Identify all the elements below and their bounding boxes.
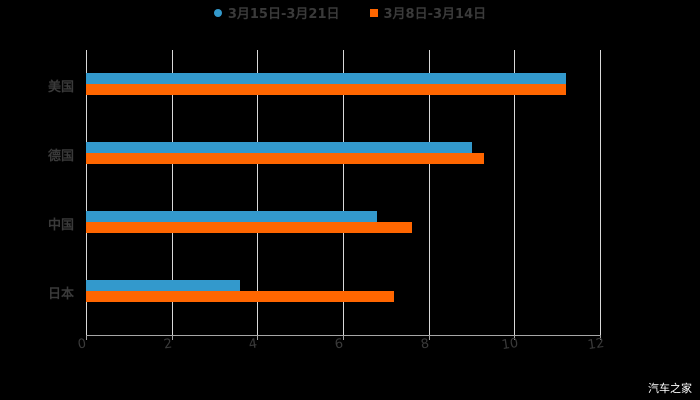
x-tick (428, 335, 430, 340)
bar[interactable] (86, 211, 378, 222)
bar[interactable] (86, 280, 241, 291)
gridline (428, 50, 430, 335)
x-tick (600, 335, 601, 340)
x-tick (257, 335, 259, 340)
category-label: 中国 (48, 218, 75, 233)
x-tick-label: 12 (586, 335, 606, 354)
gridline (171, 50, 173, 335)
legend: 3月15日-3月21日 3月8日-3月14日 (0, 3, 700, 22)
gridline (86, 50, 87, 335)
bar[interactable] (86, 73, 566, 84)
x-tick (171, 335, 173, 340)
category-label: 日本 (48, 287, 75, 302)
x-tick (514, 335, 516, 340)
x-tick (86, 335, 87, 340)
x-tick-label: 2 (162, 336, 173, 353)
x-tick (343, 335, 344, 340)
category-label: 美国 (48, 80, 75, 95)
legend-swatch-circle (213, 8, 222, 17)
bar[interactable] (86, 142, 472, 153)
gridline (600, 50, 601, 335)
x-tick-label: 8 (419, 336, 430, 353)
legend-item-week-0315[interactable]: 3月15日-3月21日 (213, 3, 340, 22)
legend-swatch-square (369, 8, 378, 17)
watermark: 汽车之家 (648, 382, 692, 395)
gridline (514, 50, 516, 335)
gridline (257, 50, 259, 335)
legend-item-week-0308[interactable]: 3月8日-3月14日 (369, 3, 487, 22)
x-tick-label: 10 (501, 335, 520, 354)
legend-label: 3月15日-3月21日 (227, 7, 340, 22)
gridline (343, 50, 344, 335)
bar[interactable] (86, 291, 395, 302)
bar[interactable] (86, 222, 412, 233)
legend-label: 3月8日-3月14日 (383, 7, 487, 22)
bar[interactable] (86, 84, 566, 95)
category-label: 德国 (48, 149, 75, 164)
plot-area (86, 50, 601, 335)
bar[interactable] (86, 153, 485, 164)
